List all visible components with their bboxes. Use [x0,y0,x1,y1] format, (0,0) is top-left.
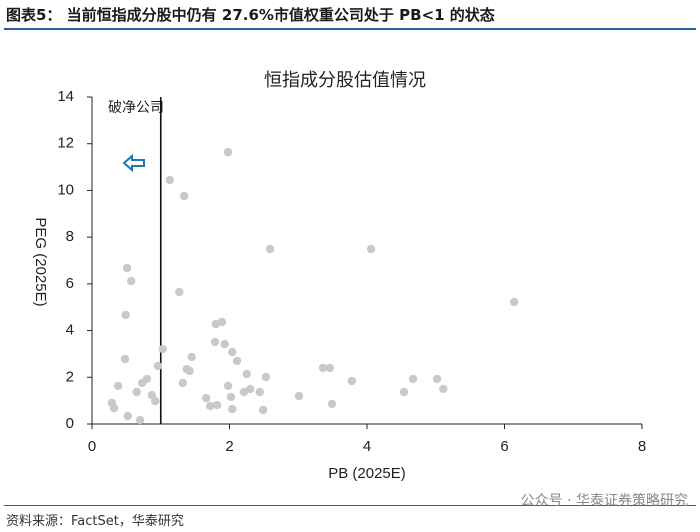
point [255,387,264,397]
point [175,287,184,297]
point [123,411,132,421]
point [137,378,147,388]
point [210,337,220,347]
point [432,374,442,384]
arrow-icon [122,153,145,173]
point [185,366,194,376]
point [265,244,275,254]
point [120,354,130,364]
point [113,381,123,391]
watermark: 公众号 · 华泰证券策略研究 [520,493,688,509]
point [242,369,251,379]
footer-rule [4,505,696,506]
annotation: 破净公司 [108,100,164,116]
y-tick-label: 0 [66,415,74,432]
point [126,276,136,286]
point [151,396,160,406]
point [347,376,357,386]
y-axis-label: PEG (2025E) [32,217,49,306]
point [509,297,519,307]
y-tick-label: 14 [57,88,74,105]
point [217,317,227,327]
point [439,384,448,394]
point [158,344,168,354]
point [399,387,409,397]
point [201,393,211,403]
x-tick-label: 6 [500,438,508,455]
figure-title: 图表5： 当前恒指成分股中仍有 27.6%市值权重公司处于 PB<1 的状态 [6,6,495,24]
point [122,263,132,273]
point [239,387,249,397]
point [206,401,215,411]
point [153,361,163,371]
y-tick-label: 12 [57,135,74,152]
source: 资料来源：FactSet，华泰研究 [6,514,184,529]
x-axis-label: PB (2025E) [328,465,406,482]
point [212,400,222,410]
chart-title: 恒指成分股估值情况 [264,70,426,91]
point [226,392,236,402]
x-tick-label: 2 [225,438,233,455]
y-tick-label: 8 [66,228,74,245]
point [325,363,335,373]
point [327,399,337,409]
header-rule [4,28,696,30]
point [223,147,233,157]
point [232,356,242,366]
y-tick-label: 10 [57,181,74,198]
point [228,347,237,357]
x-tick-label: 0 [88,438,96,455]
x-tick-label: 4 [363,438,371,455]
point [408,374,418,384]
x-tick-label: 8 [638,438,646,455]
point [132,387,141,397]
point [165,175,174,185]
point [261,372,271,382]
y-tick-label: 2 [66,368,74,385]
y-tick-label: 4 [66,322,74,339]
point [318,363,328,373]
point [187,352,196,362]
point [109,403,119,413]
point [135,415,145,425]
point [258,405,268,415]
point [179,191,189,201]
point [228,404,237,414]
y-tick-label: 6 [66,275,74,292]
point [223,381,233,391]
point [178,378,187,388]
point [220,339,229,349]
point [294,391,304,401]
point [366,244,376,254]
point [121,310,130,320]
